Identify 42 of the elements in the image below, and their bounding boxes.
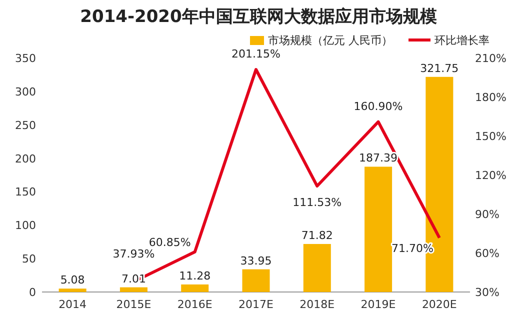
data-label: 37.93% [112,248,155,261]
y-tick-label: 350 [15,52,36,65]
data-label: 5.08 [60,274,85,287]
y2-tick-label: 30% [475,286,500,299]
data-label: 11.28 [179,269,211,282]
y-tick-label: 150 [15,186,36,199]
bar [242,269,270,292]
data-label: 33.95 [240,254,272,268]
bar [181,284,209,292]
bar [364,166,392,292]
x-tick-label: 2016E [177,298,212,311]
chart-title: 2014-2020年中国互联网大数据应用市场规模 [80,7,437,27]
y-tick-label: 300 [15,85,36,98]
data-label: 71.82 [301,228,333,242]
data-label: 160.90% [354,100,403,113]
x-tick-label: 2014 [58,298,87,311]
bar [303,244,331,292]
legend-label: 市场规模（亿元 人民币） [268,34,392,47]
y2-tick-label: 180% [475,91,506,104]
y-tick-label: 100 [15,219,36,232]
x-tick-label: 2018E [300,298,335,311]
x-tick-label: 2015E [116,298,152,311]
y-tick-label: 50 [22,252,36,266]
data-label: 187.39 [359,152,398,165]
y-tick-label: 0 [29,286,36,299]
y2-tick-label: 120% [475,169,506,182]
bar [120,287,148,292]
data-label: 321.75 [420,62,459,75]
y-tick-label: 200 [15,152,36,166]
y-tick-label: 250 [15,118,36,132]
y2-tick-label: 60% [475,247,500,260]
x-tick-label: 2020E [422,298,457,311]
x-tick-label: 2019E [360,298,396,311]
y2-tick-label: 150% [475,130,506,143]
x-tick-label: 2017E [238,298,274,311]
y2-tick-label: 210% [475,52,506,65]
bar [58,288,86,292]
legend-label: 环比增长率 [434,34,490,47]
data-label: 201.15% [232,48,280,61]
y2-tick-label: 90% [475,208,500,221]
data-label: 111.53% [292,196,342,210]
data-label: 60.85% [148,236,191,249]
